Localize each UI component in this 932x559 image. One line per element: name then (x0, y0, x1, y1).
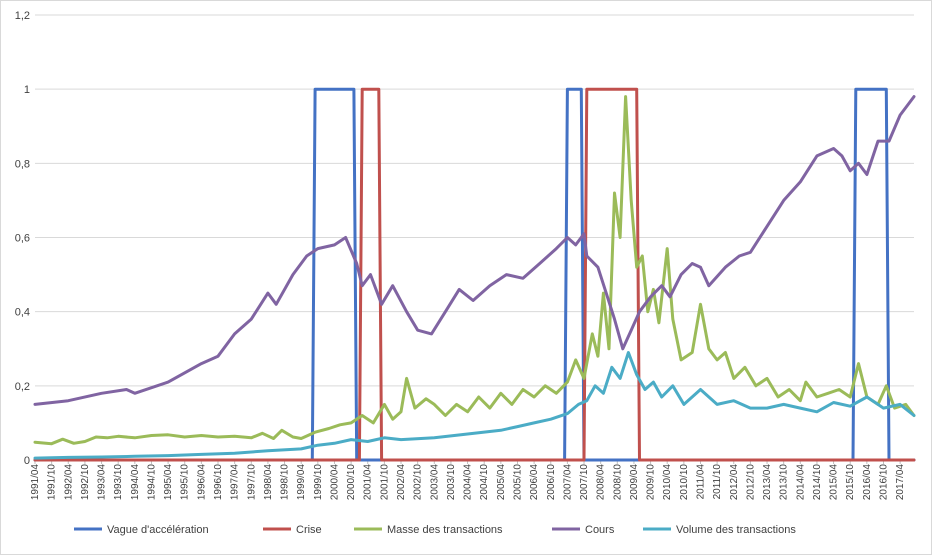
x-tick-label: 1998/10 (280, 464, 291, 501)
x-tick-label: 1993/04 (97, 464, 108, 501)
x-axis: 1991/04 1991/10 1992/04 1992/10 1993/04 1993/… (30, 459, 914, 501)
x-tick-label: 2011/10 (712, 464, 723, 500)
x-tick-label: 2013/04 (762, 464, 773, 501)
x-tick-label: 1995/04 (163, 464, 174, 501)
x-tick-label: 1996/04 (196, 464, 207, 501)
x-tick-label: 2007/04 (562, 464, 573, 501)
x-tick-label: 1999/04 (296, 464, 307, 501)
y-tick-label: 0,4 (15, 307, 30, 319)
x-tick-label: 1994/10 (146, 464, 157, 501)
legend-label: Masse des transactions (387, 524, 503, 536)
x-tick-label: 2003/04 (429, 464, 440, 501)
x-tick-label: 1995/10 (180, 464, 191, 501)
series-line-4 (33, 95, 916, 406)
x-tick-label: 2002/10 (413, 464, 424, 501)
y-tick-label: 0 (24, 455, 30, 467)
x-tick-label: 2014/04 (795, 464, 806, 501)
legend-label: Crise (296, 524, 322, 536)
x-tick-label: 1997/10 (246, 464, 257, 501)
x-tick-label: 2001/10 (379, 464, 390, 501)
x-tick-label: 2016/10 (878, 464, 889, 501)
x-tick-label: 1991/04 (30, 464, 41, 501)
legend-label: Cours (585, 524, 615, 536)
x-tick-label: 2008/04 (596, 464, 607, 501)
x-tick-label: 2017/04 (895, 464, 906, 501)
x-tick-label: 2000/10 (346, 464, 357, 501)
x-tick-label: 2016/04 (862, 464, 873, 501)
x-tick-label: 2002/04 (396, 464, 407, 501)
x-tick-label: 1997/04 (230, 464, 241, 501)
x-tick-label: 2013/10 (779, 464, 790, 501)
x-tick-label: 2011/04 (695, 464, 706, 500)
x-tick-label: 2000/04 (329, 464, 340, 501)
x-tick-label: 2014/10 (812, 464, 823, 501)
y-tick-label: 1,2 (15, 10, 30, 22)
x-tick-label: 2015/04 (829, 464, 840, 501)
grid-lines (35, 14, 914, 461)
x-tick-label: 2010/04 (662, 464, 673, 501)
x-tick-label: 2008/10 (612, 464, 623, 501)
y-tick-label: 0,2 (15, 381, 30, 393)
x-tick-label: 2006/10 (546, 464, 557, 501)
x-tick-label: 2007/10 (579, 464, 590, 501)
x-tick-label: 2004/10 (479, 464, 490, 501)
x-tick-label: 2010/10 (679, 464, 690, 501)
series-line-3 (33, 95, 916, 446)
x-tick-label: 2012/10 (745, 464, 756, 501)
x-tick-label: 1998/04 (263, 464, 274, 501)
series-lines (33, 87, 916, 462)
legend-label: Volume des transactions (676, 524, 796, 536)
x-tick-label: 1991/10 (47, 464, 58, 501)
x-tick-label: 1992/04 (63, 464, 74, 501)
x-tick-label: 1994/04 (130, 464, 141, 501)
x-tick-label: 1996/10 (213, 464, 224, 501)
y-tick-label: 0,8 (15, 158, 30, 170)
x-tick-label: 2004/04 (463, 464, 474, 501)
x-tick-label: 1992/10 (80, 464, 91, 501)
x-tick-label: 2006/04 (529, 464, 540, 501)
y-axis: 0 0,2 0,4 0,6 0,8 1 1,2 (15, 10, 30, 467)
x-tick-label: 2005/10 (512, 464, 523, 501)
x-tick-label: 2001/04 (363, 464, 374, 501)
legend-label: Vague d'accélération (107, 524, 209, 536)
series-line-5 (33, 351, 916, 460)
x-tick-label: 1999/10 (313, 464, 324, 501)
x-tick-label: 2005/04 (496, 464, 507, 501)
y-tick-label: 1 (24, 84, 30, 96)
x-tick-label: 2009/04 (629, 464, 640, 501)
x-tick-label: 2012/04 (729, 464, 740, 501)
x-tick-label: 2015/10 (845, 464, 856, 501)
series-line-1 (33, 87, 916, 462)
legend: Vague d'accélération Crise Masse des trans… (74, 524, 796, 536)
x-tick-label: 1993/10 (113, 464, 124, 501)
x-tick-label: 2003/10 (446, 464, 457, 501)
y-tick-label: 0,6 (15, 233, 30, 245)
x-tick-label: 2009/10 (646, 464, 657, 501)
